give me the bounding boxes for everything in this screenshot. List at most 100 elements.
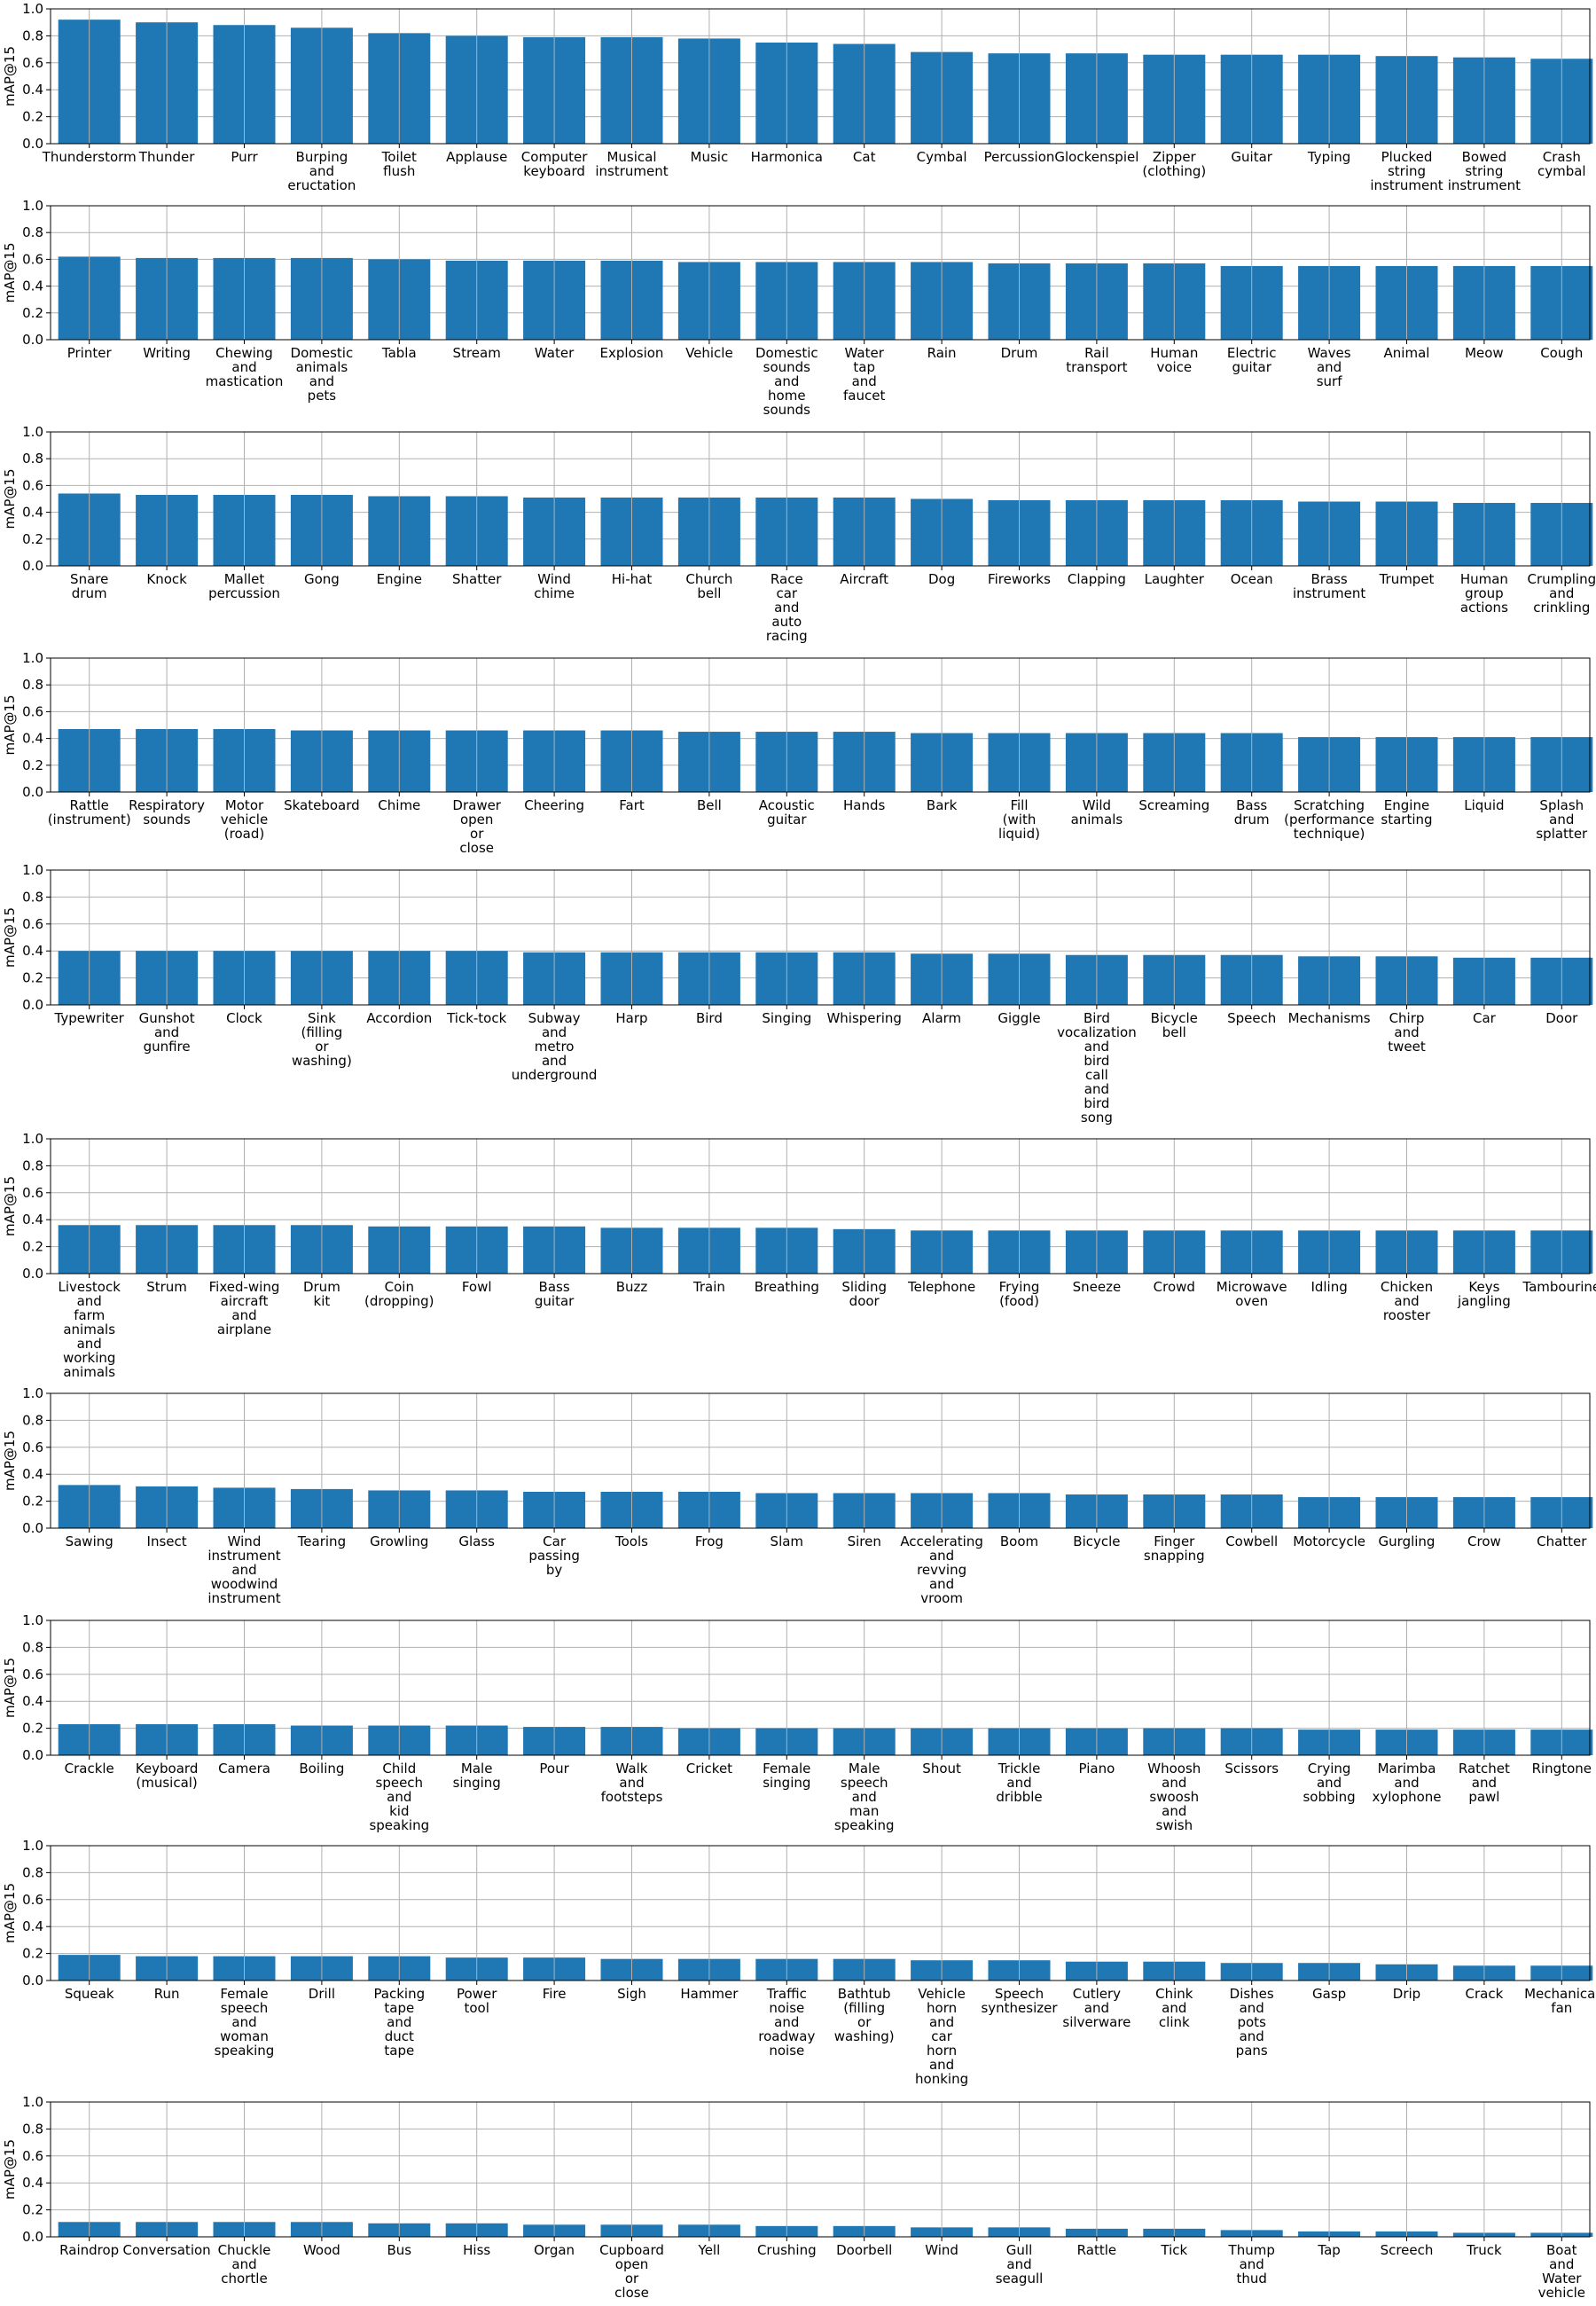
x-tick-label: Engine [377, 571, 422, 587]
x-tick-label: Bass guitar [535, 1279, 575, 1309]
axes-frame [50, 2101, 1591, 2238]
y-axis-label: mAP@15 [2, 468, 18, 529]
x-tick-label: Speech synthesizer [981, 1986, 1058, 2016]
y-axis-label: mAP@15 [2, 46, 18, 106]
y-tick-label: 0.4 [22, 1918, 43, 1934]
x-tick-label: Sink (filling or washing) [292, 1010, 352, 1069]
x-tick-label: Ringtone [1532, 1761, 1592, 1777]
x-tick-label: Rattle (instrument) [48, 797, 131, 827]
x-tick-label: Sigh [617, 1986, 646, 2002]
x-tick-label: Cough [1540, 345, 1583, 361]
x-tick-label: Bathtub (filling or washing) [834, 1986, 895, 2044]
x-tick-label: Explosion [600, 345, 664, 361]
y-tick-label: 0.4 [22, 1693, 43, 1709]
x-tick-label: Plucked string instrument [1370, 149, 1443, 193]
y-tick-label: 0.8 [22, 1639, 43, 1655]
x-tick-label: Water [535, 345, 575, 361]
x-tick-label: Fart [619, 797, 645, 813]
y-tick-label: 0.2 [22, 970, 43, 986]
axes-frame [50, 657, 1591, 793]
x-tick-label: Drawer open or close [452, 797, 501, 856]
x-tick-label: Drum kit [303, 1279, 340, 1309]
axes-frame [50, 869, 1591, 1006]
axes-frame [50, 1138, 1591, 1275]
x-tick-label: Trumpet [1379, 571, 1435, 587]
x-tick-label: Mallet percussion [208, 571, 280, 601]
x-tick-label: Computer keyboard [521, 149, 588, 179]
y-tick-label: 1.0 [22, 1385, 43, 1401]
x-tick-label: Vehicle horn and car horn and honking [915, 1986, 968, 2087]
y-tick-label: 0.0 [22, 1747, 43, 1763]
axes-frame [50, 1845, 1591, 1981]
x-tick-label: Gurgling [1379, 1533, 1436, 1549]
x-tick-label: Tick [1160, 2242, 1187, 2258]
y-tick-label: 1.0 [22, 650, 43, 666]
x-tick-label: Percussion [984, 149, 1055, 165]
y-tick-label: 0.8 [22, 451, 43, 467]
x-tick-label: Giggle [998, 1010, 1040, 1026]
x-tick-label: Hammer [680, 1986, 739, 2002]
axes-frame [50, 205, 1591, 341]
x-tick-label: Cheering [524, 797, 584, 813]
y-axis-label: mAP@15 [2, 242, 18, 302]
y-tick-label: 0.0 [22, 136, 43, 152]
x-tick-label: Thunder [138, 149, 195, 165]
x-tick-label: Human voice [1150, 345, 1198, 375]
x-tick-label: Shatter [452, 571, 502, 587]
y-tick-label: 0.8 [22, 1864, 43, 1880]
x-tick-label: Shout [922, 1761, 961, 1777]
x-tick-label: Glass [458, 1533, 495, 1549]
x-tick-label: Electric guitar [1227, 345, 1277, 375]
x-tick-label: Race car and auto racing [766, 571, 808, 644]
x-tick-label: Singing [762, 1010, 811, 1026]
x-tick-label: Guitar [1231, 149, 1272, 165]
y-tick-label: 0.6 [22, 477, 43, 493]
x-tick-label: Glockenspiel [1054, 149, 1138, 165]
x-tick-label: Engine starting [1381, 797, 1432, 827]
x-tick-label: Fire [543, 1986, 567, 2002]
y-tick-label: 0.6 [22, 916, 43, 932]
x-tick-label: Cupboard open or close [599, 2242, 664, 2301]
x-tick-label: Bowed string instrument [1448, 149, 1521, 193]
x-tick-label: Chuckle and chortle [218, 2242, 271, 2286]
axes-frame [50, 1392, 1591, 1529]
y-axis-label: mAP@15 [2, 1658, 18, 1718]
x-tick-label: Power tool [457, 1986, 497, 2016]
x-tick-label: Typewriter [54, 1010, 125, 1026]
y-tick-label: 0.0 [22, 332, 43, 348]
y-tick-label: 0.4 [22, 1212, 43, 1228]
x-tick-label: Scratching (performance technique) [1284, 797, 1374, 842]
y-tick-label: 1.0 [22, 1612, 43, 1628]
axes-frame [50, 431, 1591, 567]
x-tick-label: Alarm [922, 1010, 961, 1026]
y-tick-label: 0.0 [22, 997, 43, 1013]
y-tick-label: 0.6 [22, 55, 43, 71]
y-axis-label: mAP@15 [2, 694, 18, 755]
x-tick-label: Fireworks [988, 571, 1051, 587]
x-tick-label: Male speech and man speaking [834, 1761, 895, 1833]
x-tick-label: Screaming [1138, 797, 1209, 813]
y-axis-label: mAP@15 [2, 907, 18, 968]
x-tick-label: Frog [695, 1533, 724, 1549]
x-tick-label: Conversation [123, 2242, 211, 2258]
x-tick-label: Fixed-wing aircraft and airplane [209, 1279, 280, 1337]
x-tick-label: Bicycle bell [1151, 1010, 1198, 1040]
y-tick-label: 0.0 [22, 1973, 43, 1988]
x-tick-label: Crowd [1154, 1279, 1195, 1295]
y-tick-label: 0.2 [22, 531, 43, 547]
y-tick-label: 0.6 [22, 1667, 43, 1682]
x-tick-label: Marimba and xylophone [1372, 1761, 1441, 1805]
x-tick-label: Tick-tock [446, 1010, 507, 1026]
x-tick-label: Rail transport [1066, 345, 1127, 375]
x-tick-label: Bicycle [1073, 1533, 1120, 1549]
x-tick-label: Scissors [1224, 1761, 1279, 1777]
y-tick-label: 0.4 [22, 731, 43, 747]
y-tick-label: 0.2 [22, 1239, 43, 1255]
x-tick-label: Bus [387, 2242, 411, 2258]
chart-panel-5: 0.0 0.2 0.4 0.6 0.8 1.0 mAP@15 Typewriter Gunsho… [2, 862, 1593, 1126]
y-tick-label: 0.8 [22, 889, 43, 905]
x-tick-label: Microwave oven [1217, 1279, 1287, 1309]
x-tick-label: Knock [146, 571, 187, 587]
x-tick-label: Sawing [66, 1533, 113, 1549]
x-tick-label: Gull and seagull [996, 2242, 1044, 2286]
